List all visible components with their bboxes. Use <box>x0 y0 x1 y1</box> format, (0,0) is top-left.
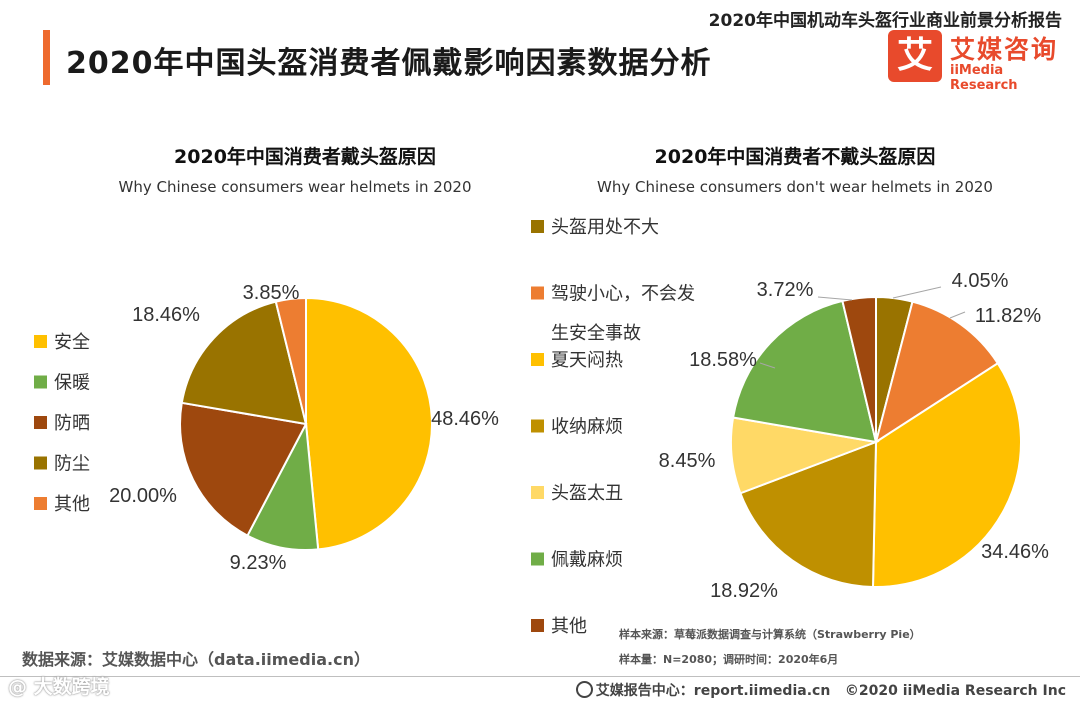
page-title: 2020年中国头盔消费者佩戴影响因素数据分析 <box>66 46 712 81</box>
watermark: @ 大数跨境 <box>8 676 110 698</box>
iimedia-logo: 艾 艾媒咨询 iiMedia Research <box>888 30 1064 93</box>
footer-copyright: ©2020 iiMedia Research Inc <box>844 683 1066 699</box>
chart1-title: 2020年中国消费者戴头盔原因 <box>174 146 436 168</box>
pie2-legend-label-4: 头盔太丑 <box>551 483 623 504</box>
pie2-data-label-0: 4.05% <box>952 270 1009 292</box>
pie1-data-label-3: 18.46% <box>132 304 200 326</box>
footer-credits: 艾媒报告中心：report.iimedia.cn ©2020 iiMedia R… <box>575 680 1066 700</box>
data-source: 数据来源：艾媒数据中心（data.iimedia.cn） <box>22 650 370 669</box>
chart1-subtitle: Why Chinese consumers wear helmets in 20… <box>118 178 472 196</box>
pie2-leader-line-1 <box>949 311 966 319</box>
report-title: 2020年中国机动车头盔行业商业前景分析报告 <box>708 11 1062 31</box>
pie2-legend-label-1: 驾驶小心，不会发 <box>551 284 695 305</box>
pie2-legend-swatch-6 <box>531 619 544 632</box>
pie2-leader-line-6 <box>817 296 853 301</box>
pie1-legend-swatch-2 <box>34 416 47 429</box>
pie1-legend-label-1: 保暖 <box>54 373 90 394</box>
pie1-legend-swatch-0 <box>34 335 47 348</box>
sample-info: 样本量：N=2080；调研时间：2020年6月 <box>619 653 839 666</box>
pie2-data-label-2: 34.46% <box>981 541 1049 563</box>
pie1-slice-0 <box>305 296 433 551</box>
pie2-legend-label-3: 收纳麻烦 <box>551 417 623 438</box>
pie2-legend-label-0: 头盔用处不大 <box>551 217 659 238</box>
pie2-data-label-3: 18.92% <box>710 580 778 602</box>
pie2-legend-swatch-5 <box>531 552 544 566</box>
pie2-slice-5 <box>731 299 878 444</box>
pie1-legend-label-3: 防尘 <box>54 454 90 475</box>
pie2-legend-label-5: 佩戴麻烦 <box>551 550 623 571</box>
logo-chinese-name: 艾媒咨询 <box>950 35 1059 64</box>
pie2-leader-line-0 <box>892 286 942 299</box>
pie2-legend-label-2: 夏天闷热 <box>551 350 623 371</box>
pie2-slice-3 <box>739 440 878 588</box>
pie2-legend-label-6: 其他 <box>551 616 587 637</box>
logo-english-name: iiMedia Research <box>950 63 1018 93</box>
pie2-data-label-6: 3.72% <box>757 279 814 301</box>
pie1-slice-2 <box>179 401 308 537</box>
pie1-legend-swatch-4 <box>34 497 47 510</box>
pie1-legend-swatch-1 <box>34 375 47 389</box>
pie1-slice-3 <box>180 300 308 426</box>
pie2-slice-1 <box>874 300 1000 445</box>
pie2-data-label-4: 8.45% <box>659 450 716 472</box>
title-accent-bar <box>43 30 50 85</box>
pie2-legend-swatch-2 <box>531 353 544 366</box>
logo-mark-icon: 艾 <box>888 30 942 82</box>
pie1-legend-label-0: 安全 <box>54 332 90 353</box>
footer-site: 艾媒报告中心：report.iimedia.cn <box>595 683 831 699</box>
pie2-data-label-5: 18.58% <box>689 349 757 371</box>
pie-chart-not-wear-reasons: 4.05% 11.82% 34.46% 18.92% 8.45% 18.58% 3.72% 头… <box>531 217 1049 637</box>
pie2-legend-swatch-3 <box>531 419 544 433</box>
footer-divider <box>0 676 1080 677</box>
chart2-subtitle: Why Chinese consumers don't wear helmets… <box>597 178 993 196</box>
chart2-title: 2020年中国消费者不戴头盔原因 <box>654 146 936 168</box>
pie1-data-label-0: 48.46% <box>431 408 499 430</box>
pie1-legend-swatch-3 <box>34 456 47 470</box>
pie1-legend-label-2: 防晒 <box>54 413 90 434</box>
pie2-slice-6 <box>841 295 877 443</box>
pie2-slice-2 <box>871 361 1022 588</box>
pie1-data-label-1: 9.23% <box>230 552 287 574</box>
pie2-legend-swatch-1 <box>531 286 544 300</box>
pie1-data-label-2: 20.00% <box>109 485 177 507</box>
pie1-slice-4 <box>274 296 307 425</box>
sample-source: 样本来源：草莓派数据调查与计算系统（Strawberry Pie） <box>619 628 921 641</box>
pie1-data-label-4: 3.85% <box>243 282 300 304</box>
pie1-legend-label-4: 其他 <box>54 494 90 515</box>
pie2-data-label-1: 11.82% <box>975 305 1042 327</box>
pie2-leader-line-5 <box>759 362 776 369</box>
pie2-legend-swatch-0 <box>531 220 544 233</box>
pie2-legend-swatch-4 <box>531 486 544 499</box>
pie2-legend-label-1-line2: 生安全事故 <box>551 323 641 344</box>
globe-icon <box>575 681 593 698</box>
